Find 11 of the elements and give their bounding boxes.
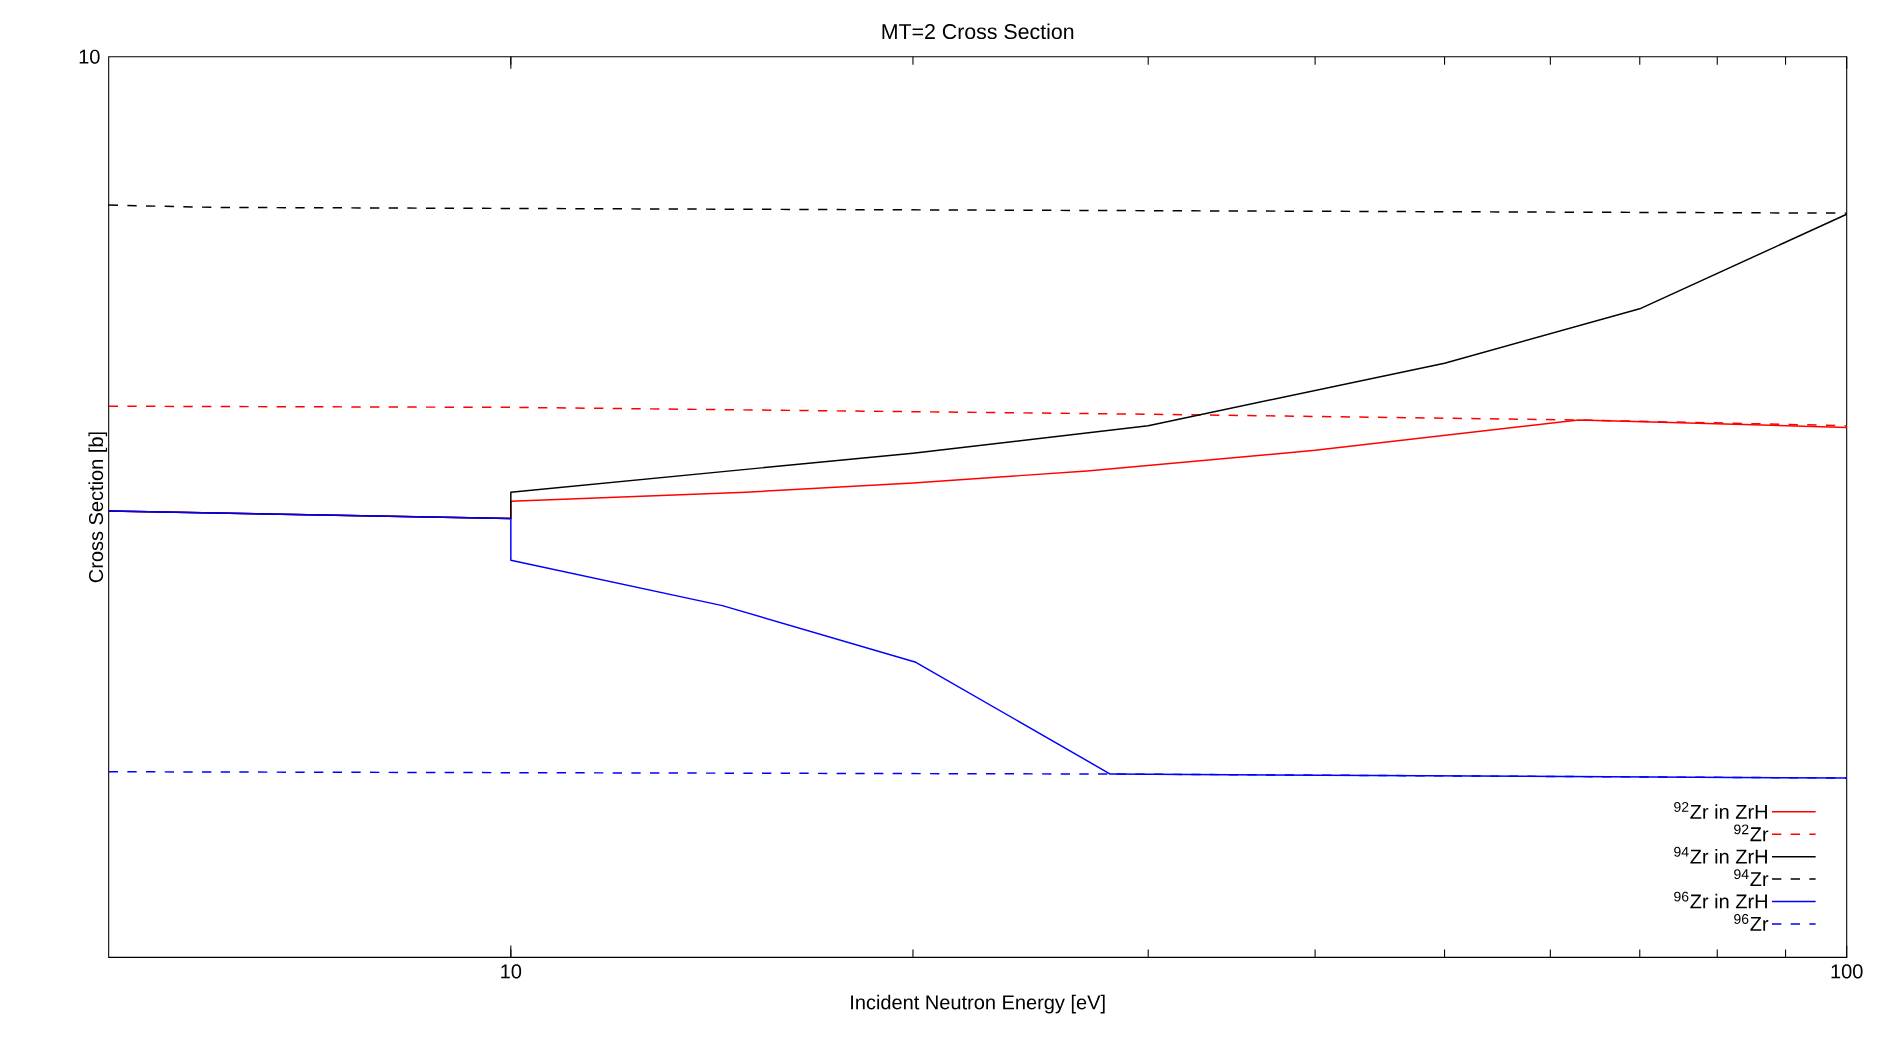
legend-label: $^{94}$Zr in ZrH bbox=[1674, 846, 1767, 864]
legend-label: $^{96}$Zr in ZrH bbox=[1674, 891, 1767, 909]
x-axis-title: Incident Neutron Energy [eV] bbox=[851, 994, 1105, 1014]
legend-label: $^{96}$Zr bbox=[1734, 914, 1769, 931]
chart-title: MT=2 Cross Section bbox=[882, 23, 1074, 40]
legend-label: $^{92}$Zr bbox=[1734, 824, 1769, 842]
legend-label: $^{92}$Zr in ZrH bbox=[1674, 801, 1767, 819]
text: 10 bbox=[79, 49, 100, 64]
y-axis-title: Cross Section [b] bbox=[88, 432, 108, 583]
legend-label: $^{94}$Zr bbox=[1734, 869, 1769, 886]
x-tick-label: 100 bbox=[1831, 964, 1863, 979]
